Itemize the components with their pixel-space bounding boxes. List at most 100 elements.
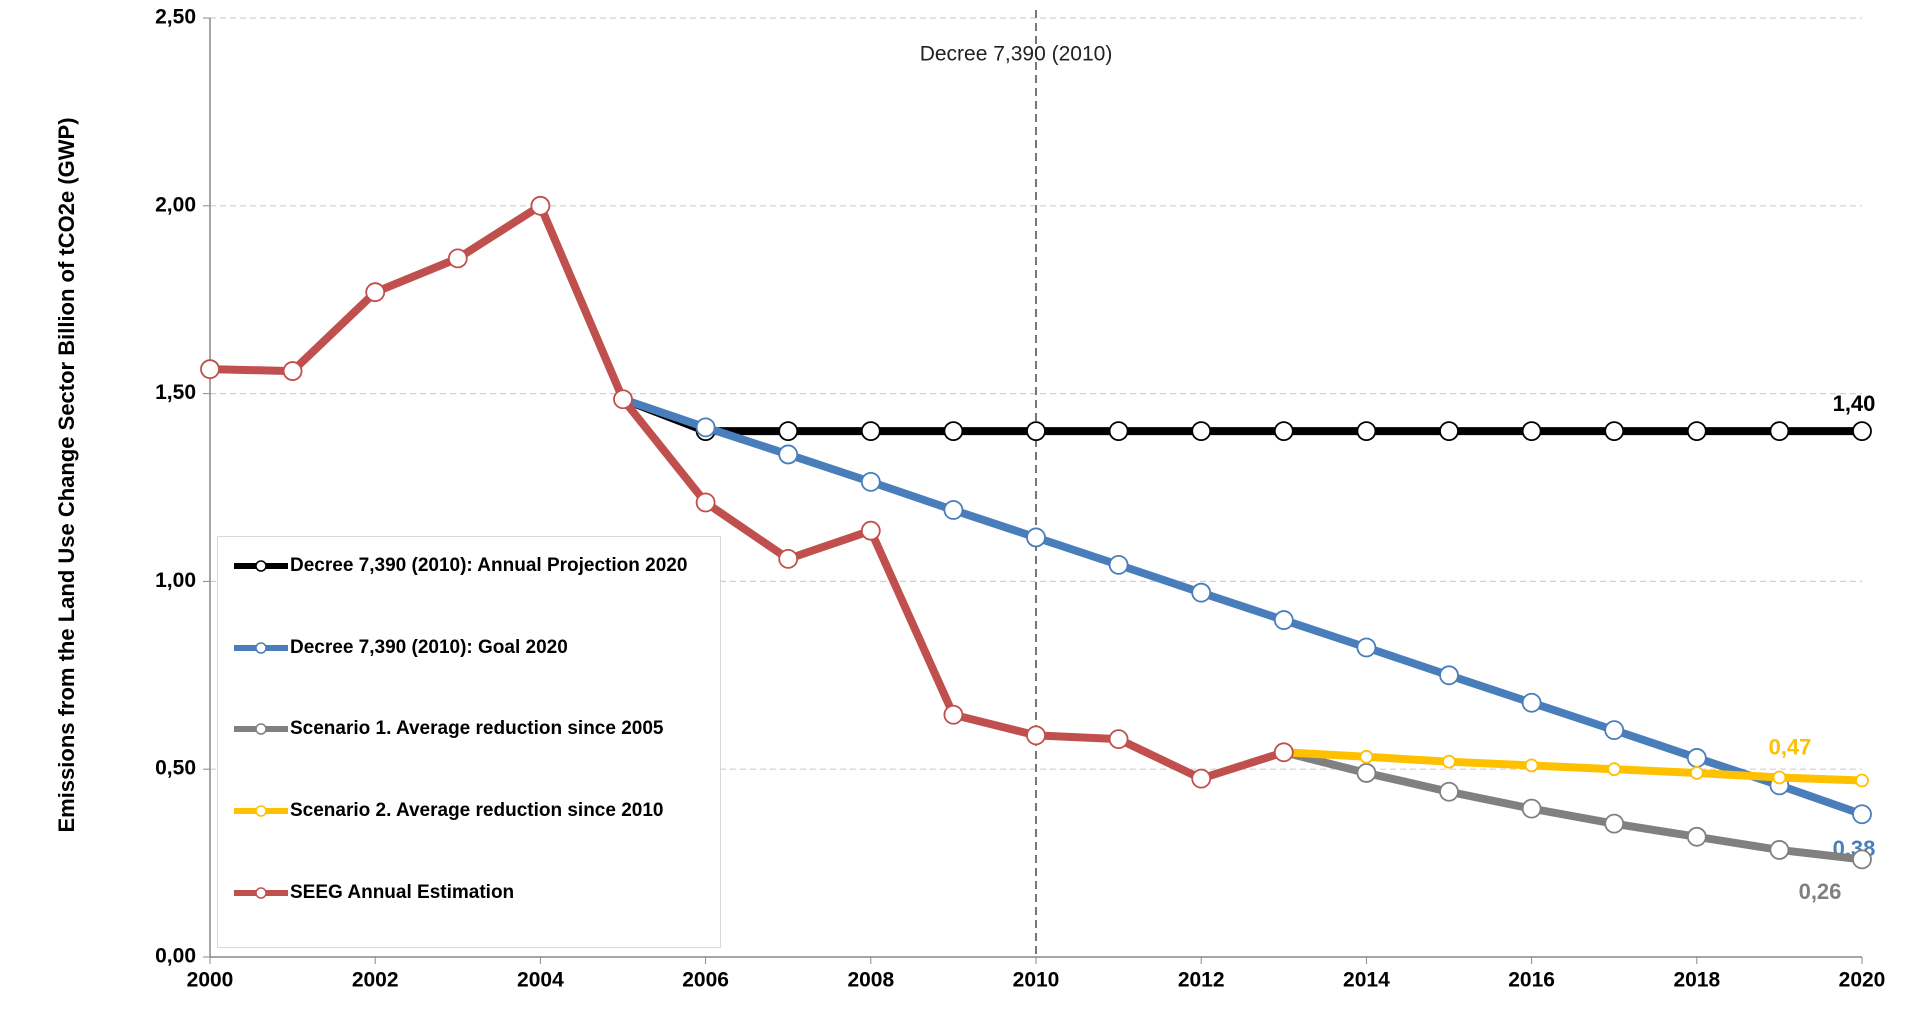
y-tick-label: 0,50	[155, 757, 196, 780]
data-point	[1607, 762, 1622, 777]
data-point	[1524, 758, 1539, 773]
data-point	[1439, 781, 1459, 802]
data-point	[860, 421, 881, 442]
x-tick-label: 2020	[1839, 969, 1886, 992]
series-line	[1282, 748, 1863, 864]
legend-swatch	[234, 887, 288, 899]
data-point	[1026, 725, 1046, 746]
data-point	[1442, 754, 1456, 769]
legend-swatch	[234, 723, 288, 735]
data-point	[1108, 554, 1129, 575]
legend-label: Scenario 1. Average reduction since 2005	[290, 718, 664, 739]
y-tick-label: 0,00	[155, 945, 196, 968]
legend-label: Decree 7,390 (2010): Goal 2020	[290, 637, 568, 658]
x-tick-label: 2014	[1343, 969, 1390, 992]
data-point	[1521, 798, 1542, 819]
data-point	[282, 361, 303, 381]
legend-entry: Scenario 1. Average reduction since 2005	[232, 718, 710, 740]
data-point	[1273, 742, 1294, 763]
data-point	[1026, 421, 1046, 442]
data-point	[695, 492, 716, 513]
data-point	[1769, 840, 1790, 860]
x-tick-label: 2000	[187, 969, 234, 992]
data-point	[1769, 421, 1790, 442]
y-tick-label: 2,00	[155, 193, 196, 216]
data-point	[1356, 421, 1377, 442]
y-tick-label: 1,50	[155, 381, 196, 404]
data-point	[365, 282, 386, 303]
data-point	[1686, 421, 1707, 442]
data-point	[943, 421, 964, 442]
data-point	[1852, 421, 1872, 442]
x-tick-label: 2012	[1178, 969, 1225, 992]
data-point	[1772, 770, 1787, 785]
legend-label: Scenario 2. Average reduction since 2010	[290, 800, 664, 821]
data-point	[1689, 766, 1704, 780]
data-point	[1359, 749, 1374, 764]
x-tick-label: 2002	[352, 969, 399, 992]
data-point	[1604, 813, 1625, 834]
series-line	[209, 201, 1286, 783]
data-point	[695, 417, 716, 438]
data-point	[1604, 720, 1625, 741]
legend-swatch	[234, 805, 288, 817]
data-point	[860, 471, 881, 492]
y-tick-label: 2,50	[155, 6, 196, 29]
legend-entry: Decree 7,390 (2010): Annual Projection 2…	[232, 555, 710, 577]
data-point	[1686, 748, 1707, 768]
data-point	[530, 195, 551, 216]
x-tick-label: 2006	[682, 969, 729, 992]
data-point	[1191, 582, 1212, 603]
data-point	[1026, 527, 1046, 548]
data-point	[943, 500, 964, 520]
series-line	[621, 395, 1862, 436]
value-label: 0,47	[1769, 734, 1812, 759]
data-point	[613, 389, 633, 410]
data-point	[1855, 773, 1869, 788]
data-point	[1439, 421, 1459, 442]
x-tick-label: 2016	[1508, 969, 1555, 992]
data-point	[1108, 729, 1129, 750]
x-tick-label: 2004	[517, 969, 564, 992]
data-point	[1521, 421, 1542, 442]
data-point	[1273, 421, 1294, 442]
x-tick-label: 2018	[1673, 969, 1720, 992]
data-point	[778, 548, 799, 569]
data-point	[1686, 826, 1707, 847]
legend: Decree 7,390 (2010): Annual Projection 2…	[217, 536, 721, 948]
x-tick-label: 2010	[1013, 969, 1060, 992]
data-point	[1273, 610, 1294, 630]
legend-label: SEEG Annual Estimation	[290, 882, 515, 903]
data-point	[1439, 665, 1459, 686]
data-point	[778, 421, 799, 442]
value-label: 0,26	[1799, 879, 1842, 904]
legend-swatch	[234, 642, 288, 654]
value-label: 1,40	[1833, 391, 1876, 416]
legend-entry: Decree 7,390 (2010): Goal 2020	[232, 637, 710, 659]
data-point	[1356, 763, 1377, 783]
data-point	[1356, 637, 1377, 658]
legend-swatch	[234, 560, 288, 572]
data-point	[1852, 849, 1872, 870]
annotation-text: Decree 7,390 (2010)	[920, 43, 1113, 66]
data-point	[778, 444, 799, 465]
series-line	[1283, 748, 1863, 785]
data-point	[1852, 804, 1872, 825]
data-point	[447, 248, 468, 269]
data-point	[1521, 692, 1542, 713]
data-point	[860, 520, 881, 541]
data-point	[200, 359, 220, 380]
data-point	[1191, 768, 1212, 789]
legend-entry: Scenario 2. Average reduction since 2010	[232, 800, 710, 822]
legend-label: Decree 7,390 (2010): Annual Projection 2…	[290, 555, 688, 576]
y-tick-label: 1,00	[155, 569, 196, 592]
data-point	[1604, 421, 1625, 442]
data-point	[1191, 421, 1212, 442]
y-axis-label: Emissions from the Land Use Change Secto…	[54, 117, 79, 833]
legend-entry: SEEG Annual Estimation	[232, 882, 710, 904]
data-point	[943, 704, 964, 725]
data-point	[1108, 421, 1129, 442]
x-tick-label: 2008	[847, 969, 894, 992]
